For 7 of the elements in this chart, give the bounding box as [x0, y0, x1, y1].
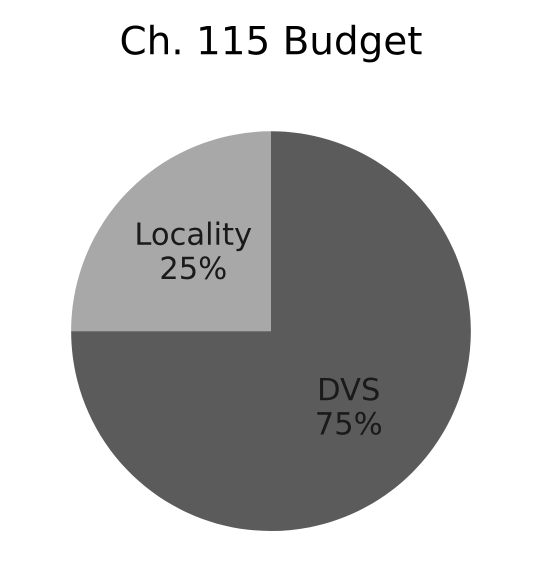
data-label: 25%	[162, 256, 226, 280]
pie-slice	[71, 131, 471, 532]
pie-slice	[71, 131, 271, 332]
chart-title: Ch. 115 Budget	[122, 24, 422, 62]
slice-label: Locality	[137, 222, 252, 252]
data-label: 75%	[317, 412, 381, 435]
slice-label: DVS	[320, 378, 379, 401]
